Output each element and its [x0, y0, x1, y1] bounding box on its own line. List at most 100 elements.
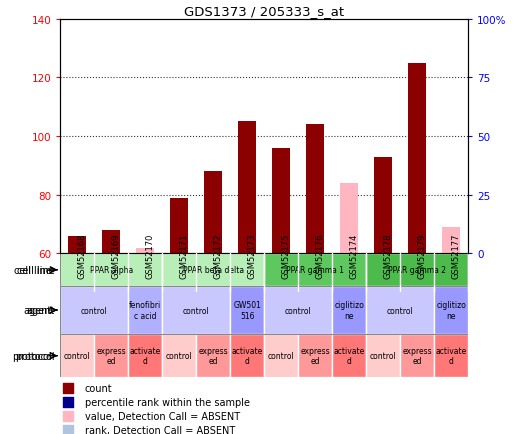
Text: control: control: [285, 306, 312, 315]
Text: ciglitizo
ne: ciglitizo ne: [436, 301, 466, 320]
Point: [64, 412, 73, 419]
Text: control: control: [81, 306, 108, 315]
Text: GSM52170: GSM52170: [145, 233, 154, 279]
Text: GSM52168: GSM52168: [77, 233, 86, 279]
Point: [64, 384, 73, 391]
Bar: [306, 125, 324, 254]
Bar: [340, 184, 358, 254]
Text: GSM52174: GSM52174: [349, 233, 358, 279]
Bar: [230, 286, 264, 334]
Text: control: control: [166, 352, 192, 360]
Bar: [170, 198, 188, 254]
Text: percentile rank within the sample: percentile rank within the sample: [85, 397, 249, 407]
Text: GSM52177: GSM52177: [451, 233, 460, 279]
Bar: [366, 286, 434, 334]
Bar: [332, 334, 366, 378]
Text: GSM52179: GSM52179: [417, 233, 426, 279]
Text: control: control: [64, 352, 90, 360]
Bar: [60, 254, 162, 286]
Text: control: control: [386, 306, 414, 315]
Bar: [366, 334, 400, 378]
Bar: [332, 286, 366, 334]
Bar: [408, 63, 426, 254]
Text: express
ed: express ed: [300, 346, 330, 365]
Bar: [60, 286, 128, 334]
Bar: [442, 227, 460, 254]
Text: ciglitizo
ne: ciglitizo ne: [334, 301, 364, 320]
Bar: [60, 20, 94, 254]
Text: GSM52169: GSM52169: [111, 233, 120, 279]
Text: value, Detection Call = ABSENT: value, Detection Call = ABSENT: [85, 411, 240, 421]
Text: GW501
516: GW501 516: [233, 301, 261, 320]
Bar: [162, 20, 196, 254]
Text: GSM52171: GSM52171: [179, 233, 188, 279]
Text: express
ed: express ed: [402, 346, 432, 365]
Text: protocol: protocol: [15, 351, 55, 361]
Bar: [366, 20, 400, 254]
Text: activate
d: activate d: [130, 346, 161, 365]
Text: GSM52173: GSM52173: [247, 233, 256, 279]
Text: PPAR beta delta: PPAR beta delta: [183, 266, 244, 275]
Bar: [196, 334, 230, 378]
Text: GSM52175: GSM52175: [281, 233, 290, 279]
Bar: [400, 334, 434, 378]
Text: express
ed: express ed: [198, 346, 228, 365]
Bar: [128, 286, 162, 334]
Title: GDS1373 / 205333_s_at: GDS1373 / 205333_s_at: [184, 5, 344, 18]
Bar: [68, 236, 86, 254]
Bar: [264, 286, 332, 334]
Text: count: count: [85, 383, 112, 393]
Bar: [102, 230, 120, 254]
Bar: [136, 248, 154, 254]
Text: control: control: [370, 352, 396, 360]
Text: fenofibri
c acid: fenofibri c acid: [129, 301, 161, 320]
Bar: [264, 20, 298, 254]
Bar: [374, 157, 392, 254]
Text: rank, Detection Call = ABSENT: rank, Detection Call = ABSENT: [85, 425, 235, 434]
Text: control: control: [183, 306, 210, 315]
Bar: [162, 254, 264, 286]
Bar: [94, 334, 128, 378]
Bar: [204, 172, 222, 254]
Bar: [162, 286, 230, 334]
Point: [73, 0, 82, 4]
Text: cell line: cell line: [14, 265, 52, 275]
Bar: [264, 254, 366, 286]
Bar: [366, 254, 468, 286]
Text: GSM52178: GSM52178: [383, 233, 392, 279]
Point: [64, 427, 73, 434]
Bar: [128, 20, 162, 254]
Point: [64, 398, 73, 405]
Text: GSM52176: GSM52176: [315, 233, 324, 279]
Text: control: control: [268, 352, 294, 360]
Bar: [400, 20, 434, 254]
Text: protocol: protocol: [13, 351, 52, 361]
Bar: [230, 20, 264, 254]
Bar: [162, 334, 196, 378]
Text: express
ed: express ed: [96, 346, 126, 365]
Bar: [230, 334, 264, 378]
Text: activate
d: activate d: [436, 346, 467, 365]
Text: PPAR alpha: PPAR alpha: [89, 266, 133, 275]
Point: [141, 0, 150, 4]
Bar: [434, 286, 468, 334]
Bar: [272, 148, 290, 254]
Bar: [434, 20, 468, 254]
Text: PPAR gamma 1: PPAR gamma 1: [286, 266, 344, 275]
Bar: [264, 334, 298, 378]
Text: activate
d: activate d: [232, 346, 263, 365]
Bar: [94, 20, 128, 254]
Text: agent: agent: [27, 306, 55, 315]
Bar: [196, 20, 230, 254]
Bar: [332, 20, 366, 254]
Text: agent: agent: [24, 306, 52, 315]
Bar: [434, 334, 468, 378]
Bar: [128, 334, 162, 378]
Bar: [238, 122, 256, 254]
Text: PPAR gamma 2: PPAR gamma 2: [388, 266, 446, 275]
Bar: [60, 334, 94, 378]
Text: activate
d: activate d: [334, 346, 365, 365]
Text: cell line: cell line: [17, 265, 55, 275]
Bar: [298, 334, 332, 378]
Text: GSM52172: GSM52172: [213, 233, 222, 279]
